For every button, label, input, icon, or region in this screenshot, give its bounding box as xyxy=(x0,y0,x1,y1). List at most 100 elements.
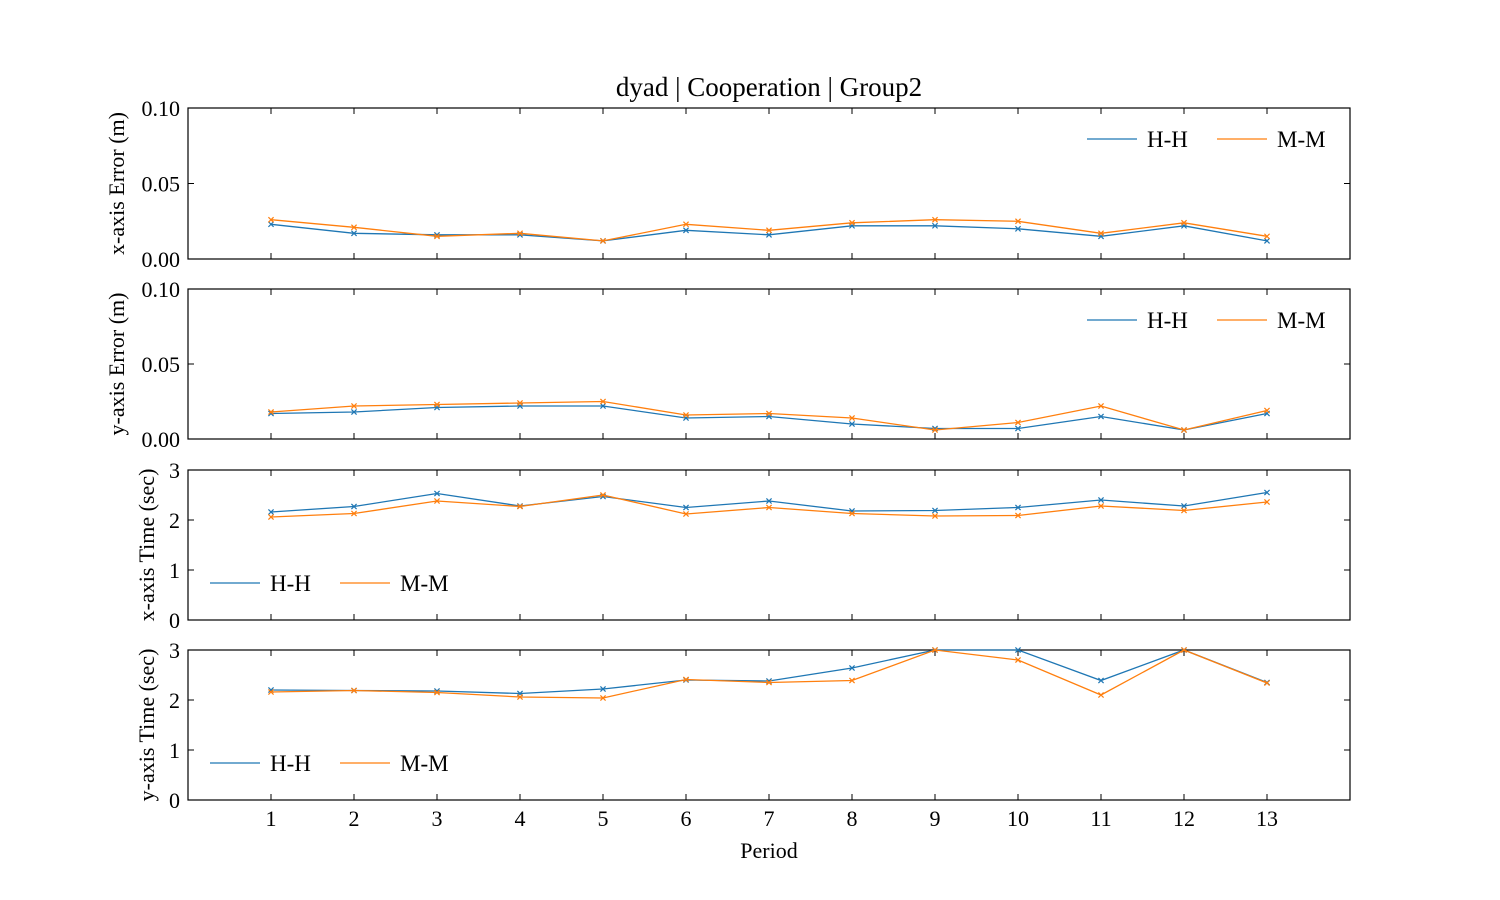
data-point-m-m xyxy=(1014,512,1022,519)
data-point-m-m xyxy=(350,402,358,410)
data-point-h-h xyxy=(1014,504,1022,511)
panels: 0.000.050.10x-axis Error (m) H-H M-M0.000.… xyxy=(104,96,1351,831)
data-point-m-m xyxy=(1180,219,1188,226)
data-point-m-m xyxy=(682,510,690,518)
data-point-h-h xyxy=(1263,489,1271,496)
y-tick-label: 0.00 xyxy=(142,427,181,452)
x-tick-label: 6 xyxy=(681,806,692,831)
data-point-h-h xyxy=(765,231,773,238)
y-axis-label: x-axis Error (m) xyxy=(104,112,129,255)
series-line-h-h xyxy=(270,649,1268,695)
data-point-m-m xyxy=(433,689,441,696)
y-axis-label: x-axis Time (sec) xyxy=(134,469,159,622)
x-tick-label: 8 xyxy=(847,806,858,831)
legend: H-H M-M xyxy=(1087,308,1326,333)
data-point-h-h xyxy=(848,420,856,428)
data-point-m-m xyxy=(931,216,939,223)
y-tick-label: 0.05 xyxy=(142,172,181,197)
data-point-h-h xyxy=(1097,496,1105,504)
data-point-h-h xyxy=(1014,425,1022,432)
data-point-m-m xyxy=(516,399,524,407)
data-point-m-m xyxy=(1014,656,1022,664)
data-point-m-m xyxy=(350,224,358,231)
data-point-m-m xyxy=(1097,502,1105,510)
plot-frame xyxy=(187,649,1351,801)
data-point-m-m xyxy=(1097,230,1105,237)
x-tick-label: 7 xyxy=(764,806,775,831)
data-point-h-h xyxy=(1097,413,1105,420)
series-line-h-h xyxy=(270,491,1268,513)
x-tick-label: 10 xyxy=(1007,806,1029,831)
data-point-h-h xyxy=(433,490,441,497)
legend-label-m-m: M-M xyxy=(400,571,449,596)
data-point-h-h xyxy=(599,685,607,693)
y-tick-label: 1 xyxy=(169,738,180,763)
data-point-m-m xyxy=(848,677,856,684)
legend-label-h-h: H-H xyxy=(270,571,311,596)
y-tick-label: 2 xyxy=(169,688,180,713)
x-tick-label: 13 xyxy=(1256,806,1278,831)
data-point-m-m xyxy=(1263,498,1271,506)
data-point-m-m xyxy=(267,688,275,696)
data-point-m-m xyxy=(433,233,441,240)
data-point-m-m xyxy=(1263,407,1271,414)
data-point-h-h xyxy=(350,408,358,416)
data-point-m-m xyxy=(599,398,607,405)
data-point-m-m xyxy=(1097,691,1105,699)
series-line-m-m xyxy=(270,494,1268,518)
y-tick-label: 0.00 xyxy=(142,247,181,272)
data-point-h-h xyxy=(1014,225,1022,232)
data-point-m-m xyxy=(848,219,856,226)
panel-1: 0.00 0.05 0.10 x-axis Error (m) H-H M-M xyxy=(104,96,1351,272)
data-point-m-m xyxy=(1014,218,1022,225)
data-point-m-m xyxy=(765,504,773,511)
data-point-h-h xyxy=(682,504,690,511)
data-point-m-m xyxy=(1263,679,1271,687)
data-point-h-h xyxy=(848,664,856,672)
data-point-m-m xyxy=(433,401,441,408)
y-tick-label: 0 xyxy=(169,788,180,813)
data-point-m-m xyxy=(682,411,690,419)
data-point-h-h xyxy=(1263,237,1271,244)
data-point-m-m xyxy=(267,216,275,223)
series-line-h-h xyxy=(270,223,1268,242)
data-point-h-h xyxy=(599,402,607,410)
x-tick-label: 3 xyxy=(432,806,443,831)
legend-label-m-m: M-M xyxy=(1277,308,1326,333)
legend: H-H M-M xyxy=(210,751,449,776)
data-point-h-h xyxy=(1097,677,1105,684)
data-point-h-h xyxy=(350,230,358,237)
data-point-m-m xyxy=(267,513,275,521)
data-point-m-m xyxy=(765,410,773,417)
data-point-m-m xyxy=(267,408,275,416)
data-point-m-m xyxy=(682,676,690,683)
data-point-m-m xyxy=(516,230,524,237)
panel-3: 0 1 2 3 x-axis Time (sec) H-H M-M xyxy=(134,458,1351,633)
legend: H-H M-M xyxy=(1087,127,1326,152)
y-axis-label: y-axis Error (m) xyxy=(104,293,129,436)
data-point-m-m xyxy=(599,491,607,499)
data-point-h-h xyxy=(931,222,939,229)
x-tick-label: 9 xyxy=(930,806,941,831)
x-tick-label: 12 xyxy=(1173,806,1195,831)
data-point-m-m xyxy=(1097,402,1105,410)
data-point-h-h xyxy=(1180,502,1188,510)
data-point-m-m xyxy=(931,426,939,434)
x-tick-label: 11 xyxy=(1090,806,1111,831)
legend-label-h-h: H-H xyxy=(1147,308,1188,333)
figure-title: dyad | Cooperation | Group2 xyxy=(616,72,922,102)
data-point-h-h xyxy=(267,508,275,516)
y-tick-label: 0.10 xyxy=(142,96,181,121)
legend-label-h-h: H-H xyxy=(1147,127,1188,152)
data-point-m-m xyxy=(682,221,690,228)
data-point-h-h xyxy=(765,497,773,505)
y-tick-label: 0 xyxy=(169,608,180,633)
data-point-m-m xyxy=(1180,646,1188,654)
data-point-m-m xyxy=(931,646,939,654)
data-point-h-h xyxy=(682,227,690,234)
data-point-m-m xyxy=(350,687,358,694)
y-tick-label: 0.05 xyxy=(142,352,181,377)
data-point-m-m xyxy=(599,694,607,702)
